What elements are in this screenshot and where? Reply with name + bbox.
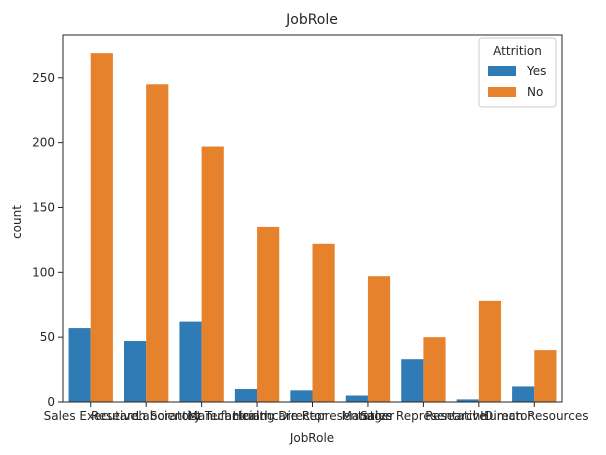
y-tick-label: 100 [32,265,55,279]
y-tick-label: 50 [40,330,55,344]
bar-no-1 [146,84,169,403]
bar-no-5 [367,276,391,402]
legend-label-yes: Yes [526,64,546,78]
bar-no-2 [201,146,224,402]
bar-no-4 [312,243,335,402]
bars-group [68,53,557,403]
bar-no-7 [478,300,502,402]
bar-yes-5 [345,395,368,402]
y-tick-label: 150 [32,200,55,214]
axes-spines [62,34,563,403]
x-tick-label: Manager [342,409,395,423]
chart-title: JobRole [285,12,338,28]
legend-swatch-yes [488,66,516,76]
bar-no-8 [534,350,557,402]
bar-no-0 [90,53,113,402]
x-tick-label: Laboratory Technician [136,409,268,423]
bar-yes-6 [401,359,424,402]
legend-title: Attrition [493,44,542,58]
bar-yes-3 [234,389,258,402]
bar-yes-4 [290,390,313,402]
y-axis: 0 50 100 150 200 250 [32,71,63,409]
legend: Attrition Yes No [478,37,557,108]
bar-no-6 [423,337,446,402]
plot-frame [62,34,563,403]
bar-yes-1 [123,341,147,402]
x-tick-label: Healthcare Representative [233,409,393,423]
x-axis-label: JobRole [289,431,334,445]
y-axis-label: count [10,205,24,239]
x-tick-label: Sales Executive [44,409,138,423]
bar-yes-7 [456,399,479,402]
bar-yes-8 [512,386,535,402]
y-tick-label: 0 [47,395,55,409]
y-tick-label: 250 [32,71,55,85]
x-tick-label: Human Resources [480,409,588,423]
bar-no-3 [257,226,280,402]
x-tick-label: Sales Representative [360,409,486,423]
x-tick-label: Research Scientist [91,409,202,423]
legend-swatch-no [488,87,516,97]
x-tick-label: Research Director [425,409,532,423]
x-tick-label: Manufacturing Director [188,409,327,423]
bar-yes-0 [68,328,91,402]
legend-label-no: No [527,85,543,99]
bar-yes-2 [179,321,202,402]
y-tick-label: 200 [32,136,55,150]
